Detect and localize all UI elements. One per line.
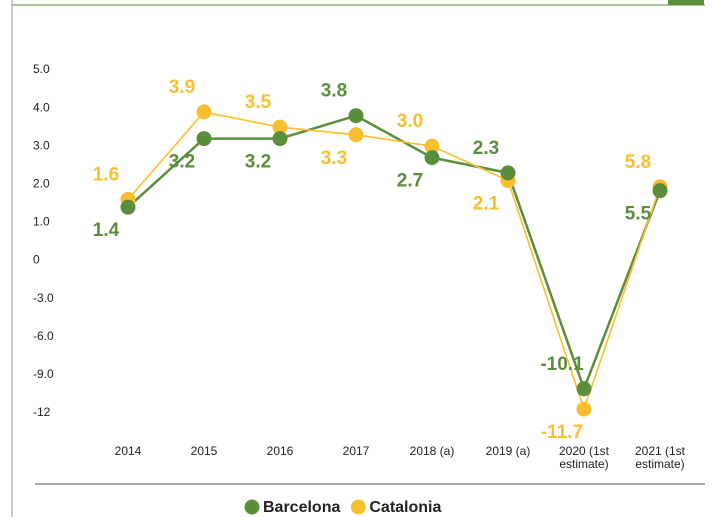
legend-marker — [350, 499, 366, 515]
data-label: 3.5 — [245, 92, 272, 113]
x-tick-label: 2019 (a) — [485, 444, 531, 458]
data-label: 3.8 — [321, 81, 347, 102]
x-tick-label: 2017 — [342, 444, 370, 458]
data-point — [272, 119, 288, 135]
data-point — [500, 165, 516, 181]
data-point — [348, 108, 364, 124]
data-point — [272, 131, 288, 147]
data-point — [424, 150, 440, 166]
y-tick-label: -3.0 — [33, 291, 54, 305]
legend-label: Barcelona — [263, 499, 340, 516]
data-point — [348, 127, 364, 143]
data-point — [120, 199, 136, 215]
y-tick-label: -6.0 — [33, 329, 54, 343]
data-label: 3.3 — [321, 148, 347, 169]
data-label: 3.0 — [397, 111, 423, 132]
data-point — [196, 104, 212, 120]
data-point — [196, 131, 212, 147]
x-tick-label: 2015 — [190, 444, 218, 458]
y-tick-label: 5.0 — [33, 62, 50, 76]
y-tick-label: -9.0 — [33, 367, 54, 381]
data-label: 2.1 — [473, 194, 500, 215]
y-tick-label: 3.0 — [33, 138, 50, 152]
data-label: 5.5 — [625, 204, 652, 225]
data-point — [424, 138, 440, 154]
data-label: 1.6 — [93, 165, 119, 186]
legend-label: Catalonia — [369, 499, 441, 516]
data-label: 1.4 — [93, 220, 120, 241]
series-line — [127, 111, 661, 412]
y-tick-label: 2.0 — [33, 176, 50, 190]
data-point — [652, 183, 668, 199]
series-line — [127, 114, 662, 393]
y-tick-label: 1.0 — [33, 215, 50, 229]
logo-mark — [668, 0, 704, 5]
data-label: 2.7 — [397, 171, 423, 192]
x-tick-label: 2014 — [114, 444, 142, 458]
data-label: 3.9 — [169, 77, 195, 98]
data-label: -10.1 — [540, 354, 584, 375]
x-tick-label: 2018 (a) — [409, 444, 455, 458]
data-label: 5.8 — [625, 152, 651, 173]
data-label: 3.2 — [169, 152, 195, 173]
x-tick-label: 2016 — [266, 444, 294, 458]
data-point — [576, 401, 592, 417]
data-label: 3.2 — [245, 152, 271, 173]
legend-marker — [244, 499, 260, 515]
x-tick-label: 2021 (1st estimate) — [634, 444, 686, 471]
x-tick-label: 2020 (1st estimate) — [558, 444, 610, 471]
y-tick-label: 4.0 — [33, 100, 50, 114]
data-label: 2.3 — [473, 138, 499, 159]
y-tick-label: -12 — [33, 405, 51, 419]
y-tick-label: 0 — [33, 253, 40, 267]
data-point — [576, 381, 592, 397]
data-label: -11.7 — [541, 422, 583, 443]
